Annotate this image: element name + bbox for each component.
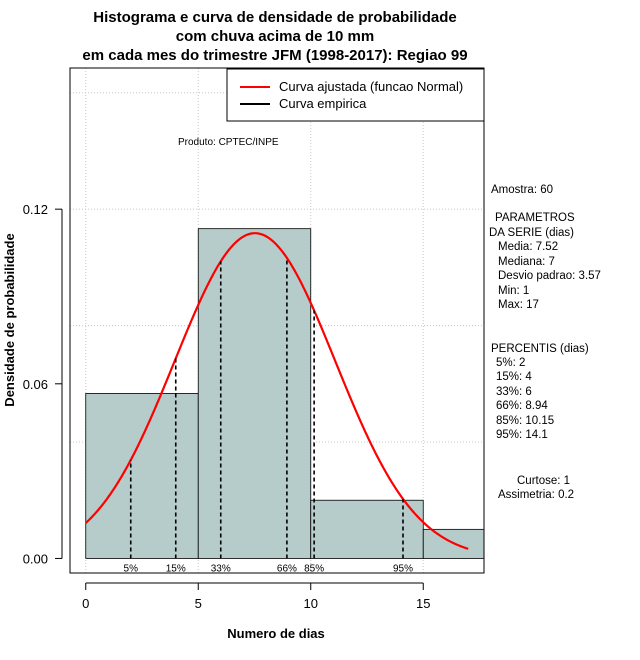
percentile-label-4: 85% [304, 563, 324, 574]
parameters-title: PARAMETROS [495, 212, 575, 224]
percentile-85: 85%: 10.15 [496, 415, 554, 427]
sample-size: Amostra: 60 [491, 184, 553, 196]
axes: 0 5 10 15 0.00 0.06 0.12 [23, 202, 431, 611]
y-axis-title: Densidade de probabilidade [2, 233, 17, 406]
percentile-95: 95%: 14.1 [496, 429, 548, 441]
percentile-label-2: 33% [211, 563, 231, 574]
stat-min: Min: 1 [498, 285, 529, 297]
histogram-bar-2 [310, 499, 424, 559]
percentile-15: 15%: 4 [496, 371, 532, 383]
percentile-33: 33%: 6 [496, 386, 532, 398]
stat-mediana: Mediana: 7 [498, 256, 555, 268]
normal-curve-layer [84, 232, 469, 550]
normal-curve [84, 232, 469, 550]
percentile-lines: 5% 15% 33% 66% 85% 95% [124, 257, 413, 574]
parameters-subtitle: DA SERIE (dias) [489, 227, 574, 239]
histogram-bar-1 [197, 228, 312, 559]
x-tick-label-2: 10 [304, 596, 318, 611]
x-axis-title: Numero de dias [227, 626, 325, 641]
stat-max: Max: 17 [498, 299, 539, 311]
percentiles-title: PERCENTIS (dias) [491, 343, 589, 355]
x-tick-label-1: 5 [195, 596, 202, 611]
histogram-bar-0 [85, 393, 199, 559]
percentile-label-0: 5% [124, 563, 139, 574]
histogram-bars [85, 228, 485, 559]
chart-title-line-3: em cada mes do trimestre JFM (1998-2017)… [82, 47, 467, 64]
percentile-5: 5%: 2 [496, 357, 525, 369]
stat-assimetria: Assimetria: 0.2 [498, 489, 574, 501]
x-tick-label-0: 0 [82, 596, 89, 611]
x-tick-label-3: 15 [416, 596, 430, 611]
stat-curtose: Curtose: 1 [517, 475, 570, 487]
legend: Curva ajustada (funcao Normal) Curva emp… [226, 68, 485, 122]
percentile-label-1: 15% [166, 563, 186, 574]
chart-title-line-2: com chuva acima de 10 mm [176, 28, 374, 45]
legend-box [226, 68, 485, 122]
side-panel-statistics: Amostra: 60 PARAMETROS DA SERIE (dias) M… [489, 184, 601, 501]
percentile-66: 66%: 8.94 [496, 400, 548, 412]
percentile-label-5: 95% [393, 563, 413, 574]
chart-title-line-1: Histograma e curva de densidade de proba… [93, 9, 456, 26]
product-label: Produto: CPTEC/INPE [178, 137, 279, 148]
legend-label-curva-ajustada: Curva ajustada (funcao Normal) [279, 79, 463, 94]
stat-media: Media: 7.52 [498, 241, 558, 253]
y-tick-label-1: 0.06 [23, 377, 48, 392]
y-tick-label-2: 0.12 [23, 202, 48, 217]
stat-desvio: Desvio padrao: 3.57 [498, 270, 601, 282]
legend-label-curva-empirica: Curva empirica [279, 96, 367, 111]
percentile-label-3: 66% [277, 563, 297, 574]
plot-frame [69, 67, 485, 574]
y-tick-label-0: 0.00 [23, 551, 48, 566]
